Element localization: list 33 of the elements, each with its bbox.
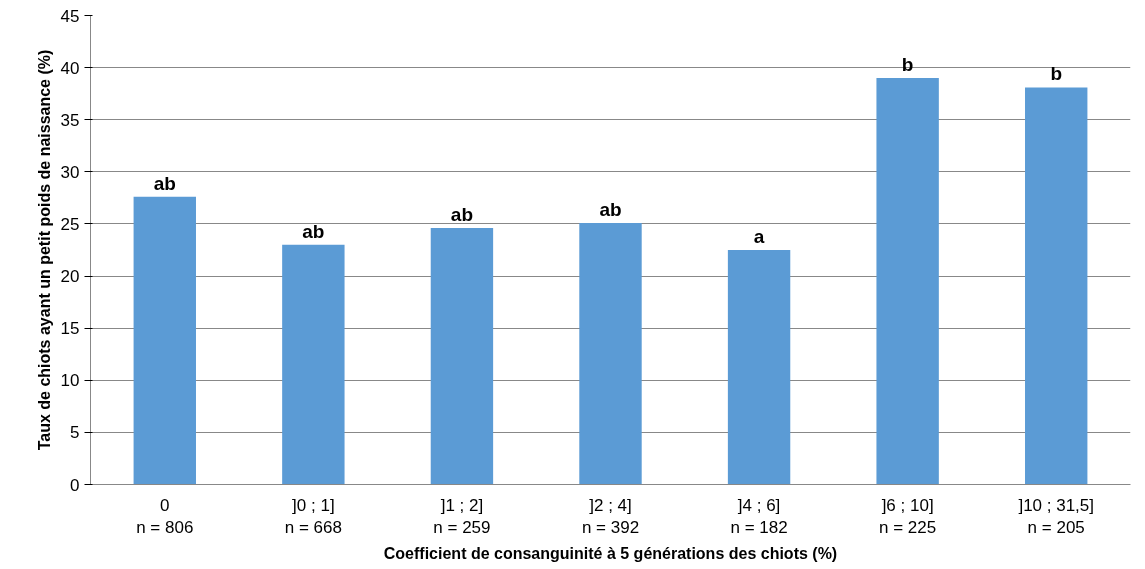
y-tick-label: 0 [70, 475, 80, 495]
annotation: ab [599, 198, 622, 220]
bar [579, 222, 642, 485]
x-tick-label: ]4 ; 6] n = 182 [730, 495, 788, 538]
y-tick-label: 35 [60, 110, 80, 130]
y-tick-label: 40 [60, 58, 80, 78]
y-tick-label: 30 [60, 162, 80, 182]
y-tick-label: 10 [60, 371, 80, 391]
y-tick-label: 5 [70, 423, 80, 443]
bar [133, 196, 196, 485]
y-tick-label: 15 [60, 319, 80, 339]
x-tick-label: 0 n = 806 [136, 495, 194, 538]
bar [430, 228, 494, 485]
x-axis-title: Coefficient de consanguinité à 5 générations des chiots (%) [383, 545, 838, 563]
x-tick-label: ]6 ; 10] n = 225 [879, 495, 937, 538]
x-tick-label: ]2 ; 4] n = 392 [581, 495, 640, 538]
annotation: a [753, 226, 765, 247]
annotation: ab [153, 172, 176, 194]
annotation: b [1050, 63, 1063, 85]
bar [282, 244, 345, 485]
annotation: ab [450, 204, 474, 226]
x-tick-label: ]0 ; 1] n = 668 [284, 495, 342, 538]
x-tick-label: ]1 ; 2] n = 259 [433, 495, 491, 538]
bar [1025, 87, 1088, 485]
x-tick-label: ]10 ; 31,5] n = 205 [1018, 495, 1095, 538]
y-tick-label: 20 [60, 267, 80, 287]
y-axis-title: Taux de chiots ayant un petit poids de naissance (%) [35, 49, 53, 451]
annotation: ab [302, 220, 325, 242]
bar [727, 250, 791, 485]
y-tick-label: 45 [60, 6, 80, 26]
annotation: b [901, 54, 914, 76]
y-tick-label: 25 [60, 214, 80, 234]
bar [876, 78, 939, 485]
